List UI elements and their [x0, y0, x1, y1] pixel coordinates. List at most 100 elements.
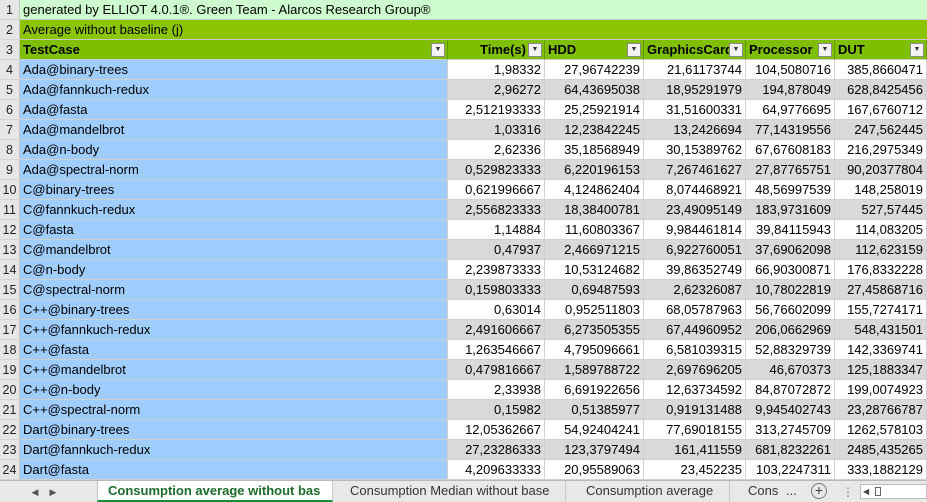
cell-gc[interactable]: 23,452235	[644, 460, 746, 480]
cell-testcase[interactable]: C@fasta	[20, 220, 448, 240]
cell-gc[interactable]: 77,69018155	[644, 420, 746, 440]
cell-testcase[interactable]: Dart@binary-trees	[20, 420, 448, 440]
cell-dut[interactable]: 2485,435265	[835, 440, 927, 460]
cell-gc[interactable]: 9,984461814	[644, 220, 746, 240]
cell-dut[interactable]: 176,8332228	[835, 260, 927, 280]
cell-testcase[interactable]: C@mandelbrot	[20, 240, 448, 260]
cell-hdd[interactable]: 123,3797494	[545, 440, 644, 460]
cell-dut[interactable]: 216,2975349	[835, 140, 927, 160]
row-number[interactable]: 10	[0, 180, 20, 200]
row-number[interactable]: 8	[0, 140, 20, 160]
cell-dut[interactable]: 148,258019	[835, 180, 927, 200]
cell-dut[interactable]: 333,1882129	[835, 460, 927, 480]
filter-dropdown-icon[interactable]: ▼	[528, 43, 542, 57]
cell-hdd[interactable]: 6,691922656	[545, 380, 644, 400]
cell-testcase[interactable]: C@n-body	[20, 260, 448, 280]
cell-testcase[interactable]: C++@n-body	[20, 380, 448, 400]
cell-dut[interactable]: 548,431501	[835, 320, 927, 340]
row-number[interactable]: 2	[0, 20, 20, 40]
banner-cell[interactable]: generated by ELLIOT 4.0.1®. Green Team -…	[20, 0, 927, 20]
cell-proc[interactable]: 313,2745709	[746, 420, 835, 440]
cell-time[interactable]: 0,63014	[448, 300, 545, 320]
next-sheet-icon[interactable]: ▶	[49, 487, 57, 497]
cell-gc[interactable]: 13,2426694	[644, 120, 746, 140]
cell-gc[interactable]: 18,95291979	[644, 80, 746, 100]
cell-time[interactable]: 0,159803333	[448, 280, 545, 300]
cell-hdd[interactable]: 10,53124682	[545, 260, 644, 280]
cell-testcase[interactable]: Dart@fannkuch-redux	[20, 440, 448, 460]
cell-hdd[interactable]: 4,795096661	[545, 340, 644, 360]
cell-proc[interactable]: 77,14319556	[746, 120, 835, 140]
cell-gc[interactable]: 2,62326087	[644, 280, 746, 300]
cell-gc[interactable]: 8,074468921	[644, 180, 746, 200]
cell-hdd[interactable]: 54,92404241	[545, 420, 644, 440]
cell-testcase[interactable]: Ada@fasta	[20, 100, 448, 120]
cell-dut[interactable]: 112,623159	[835, 240, 927, 260]
row-number[interactable]: 16	[0, 300, 20, 320]
cell-proc[interactable]: 84,87072872	[746, 380, 835, 400]
cell-hdd[interactable]: 6,273505355	[545, 320, 644, 340]
row-number[interactable]: 7	[0, 120, 20, 140]
cell-time[interactable]: 1,14884	[448, 220, 545, 240]
cell-testcase[interactable]: C++@fasta	[20, 340, 448, 360]
cell-proc[interactable]: 66,90300871	[746, 260, 835, 280]
tab-consumption-truncated[interactable]: Cons	[748, 483, 779, 498]
cell-dut[interactable]: 155,7274171	[835, 300, 927, 320]
cell-gc[interactable]: 7,267461627	[644, 160, 746, 180]
cell-hdd[interactable]: 20,95589063	[545, 460, 644, 480]
cell-time[interactable]: 2,33938	[448, 380, 545, 400]
cell-proc[interactable]: 37,69062098	[746, 240, 835, 260]
cell-proc[interactable]: 206,0662969	[746, 320, 835, 340]
cell-time[interactable]: 2,556823333	[448, 200, 545, 220]
cell-testcase[interactable]: C++@binary-trees	[20, 300, 448, 320]
row-number[interactable]: 12	[0, 220, 20, 240]
cell-proc[interactable]: 52,88329739	[746, 340, 835, 360]
header-graphicscard[interactable]: GraphicsCard ▼	[644, 40, 746, 60]
cell-hdd[interactable]: 0,952511803	[545, 300, 644, 320]
header-time[interactable]: Time(s) ▼	[448, 40, 545, 60]
cell-time[interactable]: 4,209633333	[448, 460, 545, 480]
cell-gc[interactable]: 30,15389762	[644, 140, 746, 160]
cell-testcase[interactable]: C@binary-trees	[20, 180, 448, 200]
row-number[interactable]: 24	[0, 460, 20, 480]
cell-hdd[interactable]: 4,124862404	[545, 180, 644, 200]
cell-time[interactable]: 2,491606667	[448, 320, 545, 340]
scroll-left-icon[interactable]: ◀	[863, 487, 870, 496]
row-number[interactable]: 21	[0, 400, 20, 420]
filter-dropdown-icon[interactable]: ▼	[431, 43, 445, 57]
cell-testcase[interactable]: Ada@spectral-norm	[20, 160, 448, 180]
cell-hdd[interactable]: 27,96742239	[545, 60, 644, 80]
cell-dut[interactable]: 199,0074923	[835, 380, 927, 400]
row-number[interactable]: 19	[0, 360, 20, 380]
filter-dropdown-icon[interactable]: ▼	[729, 43, 743, 57]
tab-splitter-handle[interactable]: ⋮	[842, 485, 854, 499]
more-tabs-button[interactable]: ...	[786, 483, 797, 498]
cell-testcase[interactable]: Ada@n-body	[20, 140, 448, 160]
cell-dut[interactable]: 90,20377804	[835, 160, 927, 180]
cell-testcase[interactable]: Dart@fasta	[20, 460, 448, 480]
cell-dut[interactable]: 527,57445	[835, 200, 927, 220]
cell-dut[interactable]: 167,6760712	[835, 100, 927, 120]
cell-proc[interactable]: 10,78022819	[746, 280, 835, 300]
cell-hdd[interactable]: 12,23842245	[545, 120, 644, 140]
cell-time[interactable]: 0,621996667	[448, 180, 545, 200]
row-number[interactable]: 14	[0, 260, 20, 280]
cell-gc[interactable]: 21,61173744	[644, 60, 746, 80]
cell-hdd[interactable]: 35,18568949	[545, 140, 644, 160]
row-number[interactable]: 11	[0, 200, 20, 220]
cell-proc[interactable]: 48,56997539	[746, 180, 835, 200]
cell-dut[interactable]: 142,3369741	[835, 340, 927, 360]
cell-hdd[interactable]: 6,220196153	[545, 160, 644, 180]
cell-hdd[interactable]: 18,38400781	[545, 200, 644, 220]
cell-proc[interactable]: 104,5080716	[746, 60, 835, 80]
cell-gc[interactable]: 0,919131488	[644, 400, 746, 420]
cell-hdd[interactable]: 11,60803367	[545, 220, 644, 240]
cell-time[interactable]: 12,05362667	[448, 420, 545, 440]
cell-gc[interactable]: 68,05787963	[644, 300, 746, 320]
cell-time[interactable]: 0,529823333	[448, 160, 545, 180]
prev-sheet-icon[interactable]: ◀	[31, 487, 39, 497]
cell-proc[interactable]: 64,9776695	[746, 100, 835, 120]
cell-proc[interactable]: 103,2247311	[746, 460, 835, 480]
cell-proc[interactable]: 183,9731609	[746, 200, 835, 220]
cell-proc[interactable]: 681,8232261	[746, 440, 835, 460]
